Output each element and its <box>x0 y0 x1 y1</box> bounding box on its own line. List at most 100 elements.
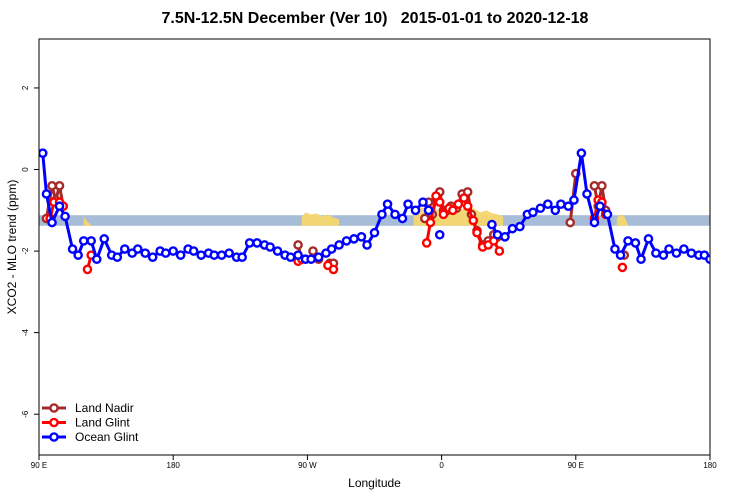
plot-frame <box>38 38 711 456</box>
x-axis-label: Longitude <box>348 476 401 490</box>
series-layer <box>39 148 710 275</box>
data-point <box>334 240 344 250</box>
data-point <box>349 234 359 244</box>
series-ocean-glint <box>39 148 710 265</box>
reference-band-layer <box>39 215 710 226</box>
data-point <box>237 252 247 262</box>
data-point <box>99 234 110 244</box>
legend-item: Land Glint <box>42 416 130 430</box>
data-point <box>468 215 479 226</box>
data-point <box>487 219 497 230</box>
data-point <box>47 181 57 191</box>
data-point <box>369 227 380 238</box>
data-point <box>73 250 83 260</box>
data-point <box>421 238 432 248</box>
data-point <box>453 199 464 209</box>
data-point <box>285 252 296 262</box>
chart-title: 7.5N-12.5N December (Ver 10) 2015-01-01 … <box>161 10 589 27</box>
data-point <box>382 199 393 209</box>
data-point <box>67 244 78 254</box>
data-point <box>86 236 96 246</box>
data-point <box>328 264 339 275</box>
x-axis: 90 E 180 90 W 0 90 E 180 <box>31 455 717 470</box>
data-point <box>556 199 566 209</box>
land-mask-segment <box>301 212 340 226</box>
data-point <box>643 234 654 244</box>
data-point <box>410 205 421 216</box>
data-point <box>306 254 316 265</box>
data-point <box>589 217 600 228</box>
data-point <box>308 246 318 256</box>
data-point <box>615 250 626 260</box>
data-point <box>434 197 445 207</box>
land-mask-segment <box>616 214 628 226</box>
x-tick-label: 90 W <box>298 461 317 470</box>
data-point <box>686 248 697 258</box>
data-point <box>209 250 220 260</box>
data-point <box>569 195 579 205</box>
data-point <box>597 181 607 191</box>
data-point <box>528 207 538 218</box>
legend-swatch-marker <box>49 432 59 442</box>
data-point <box>582 189 592 199</box>
data-point <box>341 236 352 246</box>
data-point <box>617 262 628 273</box>
data-point <box>459 193 469 203</box>
data-point <box>390 209 400 220</box>
land-mask-segment <box>83 216 92 226</box>
data-point <box>705 254 710 265</box>
data-point <box>216 250 227 260</box>
data-point <box>78 236 89 246</box>
data-point <box>658 250 669 260</box>
data-point <box>630 238 641 248</box>
data-point <box>140 248 151 258</box>
data-point <box>147 252 158 262</box>
y-tick-label: 2 <box>21 85 30 90</box>
y-tick-label: 0 <box>21 167 30 172</box>
data-point <box>41 189 52 199</box>
data-point <box>472 227 482 238</box>
y-tick-label: -4 <box>21 329 30 337</box>
data-point <box>293 250 303 260</box>
data-point <box>623 236 633 246</box>
data-point <box>326 244 337 254</box>
data-point <box>438 209 449 220</box>
data-point <box>362 240 372 250</box>
data-point <box>610 244 620 254</box>
data-point <box>377 209 387 220</box>
data-point <box>550 205 561 216</box>
data-point <box>563 201 574 212</box>
data-point <box>47 217 57 228</box>
x-tick-label: 90 E <box>568 461 584 470</box>
data-point <box>112 252 123 262</box>
reference-band <box>39 215 710 226</box>
x-tick-label: 0 <box>439 461 444 470</box>
data-point <box>576 148 587 158</box>
land-mask-segment <box>413 206 504 226</box>
data-point <box>543 199 553 209</box>
land-mask-layer <box>83 206 628 226</box>
data-point <box>447 205 458 216</box>
data-point <box>535 203 546 214</box>
data-point <box>679 244 689 254</box>
data-point <box>91 254 102 265</box>
legend-label: Land Glint <box>75 416 130 430</box>
data-point <box>252 238 262 248</box>
data-point <box>54 201 65 212</box>
data-point <box>224 248 234 258</box>
data-point <box>434 229 445 240</box>
legend-swatch-marker <box>49 417 59 428</box>
data-point <box>418 197 428 207</box>
data-point <box>595 201 605 212</box>
data-point <box>403 199 413 209</box>
data-point <box>651 248 661 258</box>
x-tick-label: 180 <box>167 461 181 470</box>
data-point <box>636 254 646 265</box>
data-point <box>602 209 613 220</box>
data-point <box>60 211 70 222</box>
data-point <box>272 246 283 256</box>
data-point <box>671 248 682 258</box>
data-point <box>565 217 576 228</box>
